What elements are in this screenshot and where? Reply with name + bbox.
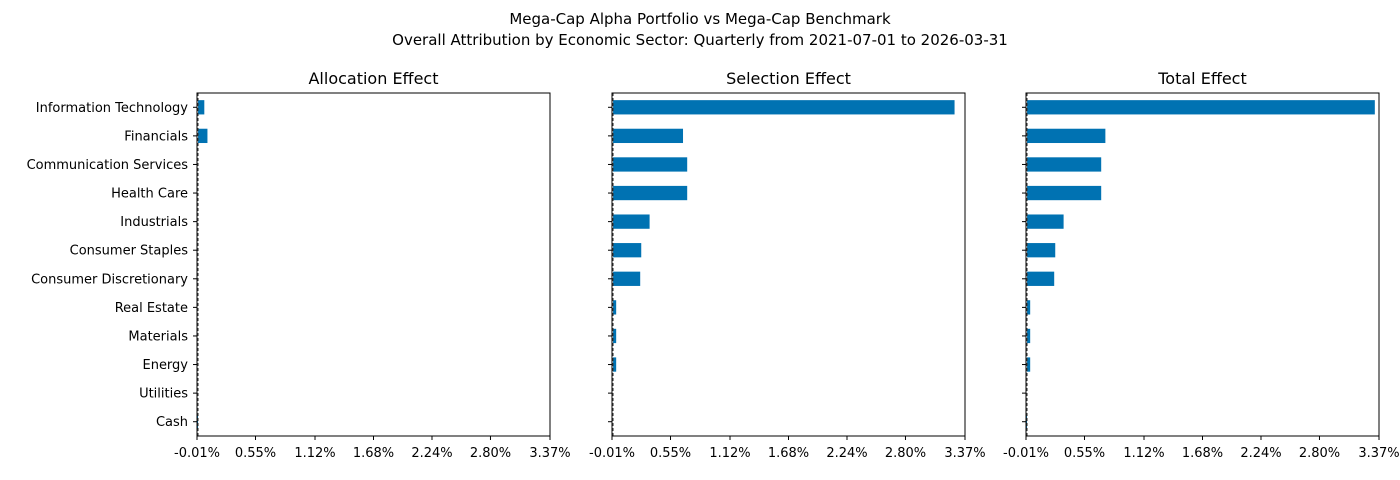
x-tick-label: 2.24% [826,446,867,461]
y-tick-label: Health Care [111,187,188,202]
bar-industrials [613,214,650,229]
y-tick-label: Real Estate [115,301,188,316]
axes-frame [1025,92,1380,437]
x-tick-label: 1.12% [294,446,335,461]
x-tick-label: -0.01% [174,446,220,461]
x-tick-label: 2.80% [470,446,511,461]
x-tick-label: 0.55% [235,446,276,461]
y-tick-label: Materials [128,329,188,344]
bar-financials [613,128,684,144]
bar-consumer-discretionary [1027,271,1055,286]
x-tick-label: 0.55% [650,446,691,461]
y-tick-label: Cash [156,415,188,430]
bar-materials [1027,328,1031,344]
figure-title-line-2: Overall Attribution by Economic Sector: … [392,31,1008,49]
x-tick-label: 3.37% [944,446,985,461]
bar-communication-services [1027,157,1102,172]
x-tick-label: 2.24% [1240,446,1281,461]
bar-health-care [1027,185,1102,201]
x-tick-label: 0.55% [1064,446,1105,461]
bar-real-estate [1027,300,1031,315]
x-tick-label: 1.68% [353,446,394,461]
bar-consumer-discretionary [613,271,641,286]
x-tick-label: 3.37% [1358,446,1399,461]
axes-frame [611,92,966,437]
bar-materials [613,328,617,344]
bar-information-technology [198,100,205,115]
x-tick-label: -0.01% [589,446,635,461]
x-tick-label: 2.80% [885,446,926,461]
bar-consumer-staples [1027,243,1056,258]
y-tick-label: Energy [142,358,188,373]
y-tick-label: Consumer Staples [70,244,189,259]
x-tick-label: 1.12% [1123,446,1164,461]
x-tick-label: 1.68% [1182,446,1223,461]
bar-cash [1026,414,1028,429]
axes-frame [196,92,551,437]
bar-information-technology [1027,100,1375,115]
y-tick-label: Consumer Discretionary [31,272,188,287]
bar-financials [1027,128,1106,144]
bar-industrials [1027,214,1064,229]
figure-title-line-1: Mega-Cap Alpha Portfolio vs Mega-Cap Ben… [509,10,891,28]
panel-title: Total Effect [1157,69,1247,88]
bar-energy [613,357,617,372]
x-tick-label: -0.01% [1003,446,1049,461]
panel-allocation-effect: Allocation Effect Information Technology F… [27,69,571,461]
y-tick-label: Communication Services [27,158,189,173]
y-tick-label: Information Technology [36,101,189,116]
x-tick-label: 1.68% [768,446,809,461]
y-tick-label: Industrials [120,215,188,230]
bar-financials [198,128,208,144]
panel-title: Selection Effect [726,69,851,88]
chart-panels: Allocation Effect Information Technology F… [27,69,1400,461]
panel-selection-effect: Selection Effect -0.01% 0.55% 1.12% 1.68% 2.2… [589,69,986,461]
panel-total-effect: Total Effect -0.01% 0.55% 1.12% 1.68% 2.24% 2.… [1003,69,1400,461]
y-tick-label: Utilities [139,387,188,402]
x-tick-label: 2.24% [411,446,452,461]
bar-energy [1027,357,1031,372]
bar-cash [197,414,199,429]
x-tick-label: 2.80% [1299,446,1340,461]
bar-health-care [613,185,688,201]
bar-consumer-staples [613,243,642,258]
y-tick-label: Financials [124,129,188,144]
panel-title: Allocation Effect [308,69,438,88]
bar-communication-services [613,157,688,172]
bar-information-technology [613,100,955,115]
bar-real-estate [613,300,617,315]
x-tick-label: 3.37% [529,446,570,461]
x-tick-label: 1.12% [709,446,750,461]
